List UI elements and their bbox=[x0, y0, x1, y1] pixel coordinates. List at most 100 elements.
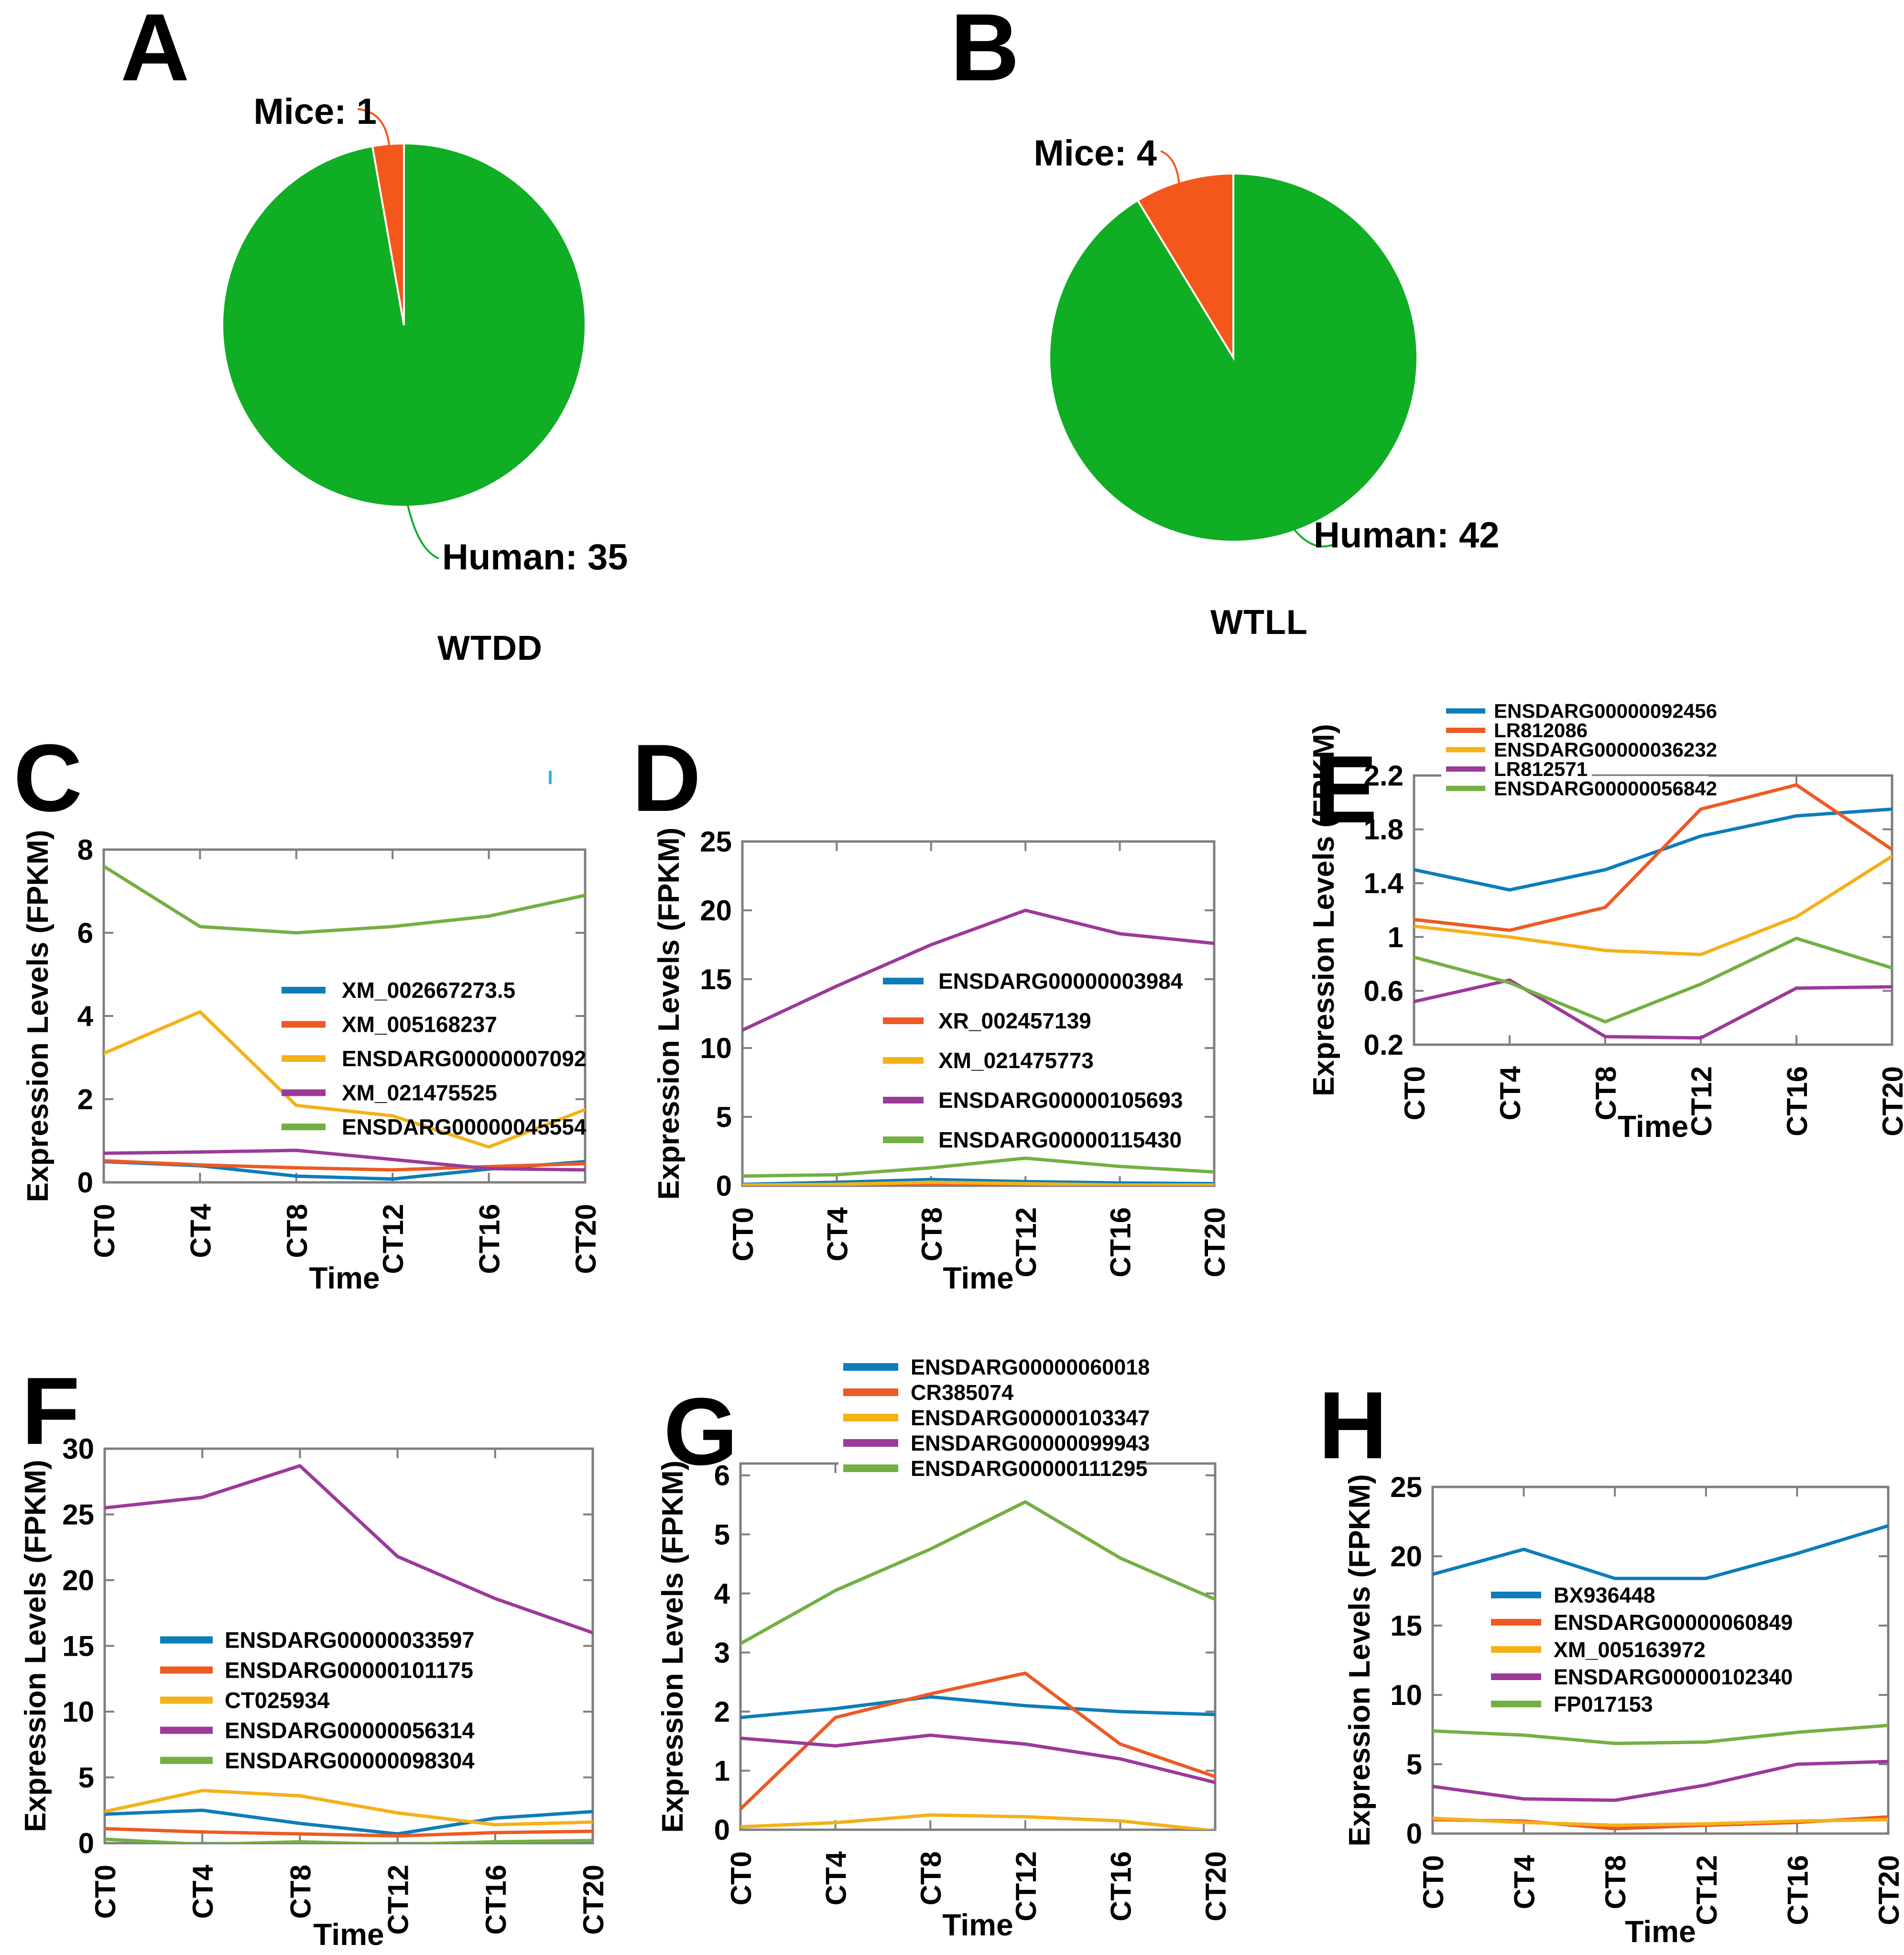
y-tick-label: 30 bbox=[62, 1433, 94, 1465]
y-tick-label: 6 bbox=[77, 917, 93, 949]
y-axis-title: Expression Levels (FPKM) bbox=[653, 828, 685, 1200]
legend-item-label: XR_002457139 bbox=[938, 1008, 1091, 1033]
panel-letter-f: F bbox=[22, 1358, 80, 1464]
x-tick-label: CT4 bbox=[1509, 1855, 1541, 1909]
legend-item-label: ENSDARG00000105693 bbox=[938, 1088, 1183, 1113]
y-tick-label: 0.2 bbox=[1364, 1029, 1404, 1061]
panel-letter-b: B bbox=[950, 0, 1020, 101]
series-line-CR385074 bbox=[740, 1671, 1215, 1811]
y-tick-label: 10 bbox=[700, 1032, 732, 1064]
legend-item-bg bbox=[1441, 775, 1708, 801]
series-line-ENSDARG00000056842 bbox=[1414, 937, 1892, 1024]
panel-letter-a: A bbox=[120, 0, 190, 101]
panel-letter-h: H bbox=[1318, 1372, 1388, 1479]
y-axis-title: Expression Levels (FPKM) bbox=[22, 830, 54, 1202]
y-tick-label: 2 bbox=[714, 1696, 730, 1728]
series-lines bbox=[1433, 1524, 1888, 1831]
x-tick-label: CT4 bbox=[821, 1207, 853, 1261]
panel-H-chart: 0 5 10 15 20 25 CT0 CT4 CT8 CT12 CT16 CT20 Expressio… bbox=[1343, 1471, 1904, 1949]
y-tick-label: 0 bbox=[1406, 1818, 1422, 1850]
series-line-CT025934 bbox=[105, 1789, 593, 1826]
x-axis-title: Time bbox=[309, 1261, 380, 1295]
x-tick-label: CT20 bbox=[1873, 1855, 1904, 1925]
y-axis-title: Expression Levels (FPKM) bbox=[1343, 1474, 1376, 1846]
y-tick-label: 6 bbox=[714, 1460, 730, 1492]
legend-item-label: ENSDARG00000060018 bbox=[911, 1355, 1150, 1379]
panel-F-chart: 0 5 10 15 20 25 30 CT0 CT4 CT8 CT12 CT16 CT20 Express… bbox=[19, 1433, 609, 1952]
x-axis-title: Time bbox=[1618, 1109, 1688, 1144]
y-tick-label: 25 bbox=[1390, 1471, 1422, 1503]
x-tick-label: CT0 bbox=[88, 1204, 120, 1258]
y-tick-label: 10 bbox=[1390, 1679, 1422, 1711]
y-tick-label: 10 bbox=[62, 1696, 94, 1728]
legend: ENSDARG00000033597 ENSDARG00000101175 CT02… bbox=[160, 1627, 475, 1773]
y-tick-label: 0 bbox=[78, 1827, 94, 1859]
y-tick-label: 2 bbox=[77, 1083, 93, 1115]
human-leader-line bbox=[406, 502, 439, 559]
x-tick-label: CT20 bbox=[1200, 1851, 1232, 1922]
legend-item-label: ENSDARG00000003984 bbox=[938, 969, 1183, 994]
legend-item-label: ENSDARG00000056314 bbox=[225, 1717, 475, 1743]
pie-wtdd bbox=[221, 108, 587, 559]
plot-border bbox=[739, 1462, 1217, 1831]
series-line-XM_021475525 bbox=[104, 1148, 585, 1172]
y-tick-label: 5 bbox=[1406, 1748, 1422, 1780]
x-tick-label: CT16 bbox=[474, 1204, 506, 1274]
panel-letter-e: E bbox=[1314, 736, 1378, 843]
pie-a-caption: WTDD bbox=[437, 629, 543, 667]
y-tick-label: 8 bbox=[77, 834, 93, 866]
legend-item-label: ENSDARG00000101175 bbox=[225, 1657, 473, 1682]
x-tick-label: CT12 bbox=[382, 1865, 414, 1935]
panel-letter-c: C bbox=[13, 725, 83, 831]
series-line-ENSDARG00000036232 bbox=[1414, 854, 1892, 956]
x-tick-label: CT16 bbox=[1781, 1066, 1813, 1136]
legend: ENSDARG00000003984 XR_002457139 XM_0214757… bbox=[883, 969, 1183, 1152]
pie-a-mice-label: Mice: 1 bbox=[253, 91, 377, 132]
y-tick-label: 0 bbox=[714, 1814, 730, 1846]
pie-b-mice-label: Mice: 4 bbox=[1034, 133, 1157, 174]
mice-leader-line bbox=[1160, 150, 1181, 201]
y-tick-label: 20 bbox=[1390, 1540, 1422, 1573]
series-line-ENSDARG00000099943 bbox=[740, 1733, 1215, 1784]
legend: ENSDARG00000092456LR812086ENSDARG0000003… bbox=[1441, 698, 1717, 801]
y-tick-label: 5 bbox=[716, 1101, 732, 1133]
panel-letter-d: D bbox=[632, 725, 701, 831]
panel-C-chart: 0 2 4 6 8 CT0 CT4 CT8 CT12 CT16 CT20 Expression Lev… bbox=[22, 830, 602, 1295]
series-line-ENSDARG00000111295 bbox=[740, 1500, 1215, 1646]
legend-item-label: XM_021475773 bbox=[938, 1048, 1094, 1073]
x-tick-label: CT8 bbox=[916, 1207, 948, 1261]
x-axis-title: Time bbox=[943, 1261, 1013, 1295]
legend-item-label: ENSDARG00000098304 bbox=[225, 1747, 475, 1773]
pie-b-caption: WTLL bbox=[1210, 603, 1308, 642]
legend-item-label: ENSDARG00000033597 bbox=[225, 1627, 475, 1652]
x-tick-label: CT12 bbox=[377, 1204, 409, 1274]
legend-item-label: ENSDARG00000099943 bbox=[911, 1431, 1150, 1455]
mice-leader-line bbox=[357, 108, 390, 146]
panel-letter-g: G bbox=[664, 1378, 738, 1485]
y-tick-label: 25 bbox=[62, 1499, 94, 1531]
pie-wtll bbox=[1048, 150, 1418, 547]
series-line-XR_002457139 bbox=[816, 1182, 1214, 1186]
pie-b-human-label: Human: 42 bbox=[1314, 515, 1500, 556]
x-tick-label: CT12 bbox=[1010, 1851, 1042, 1922]
panel-E-chart: 0.2 0.6 1 1.4 1.8 2.2 CT0 CT4 CT8 CT12 CT16 CT20 Exp… bbox=[1307, 698, 1904, 1144]
x-tick-label: CT20 bbox=[1877, 1066, 1904, 1136]
legend-item-label: XM_002667273.5 bbox=[342, 978, 515, 1003]
y-tick-label: 1.8 bbox=[1364, 814, 1404, 846]
legend-item-label: ENSDARG00000115430 bbox=[938, 1127, 1182, 1152]
x-tick-label: CT4 bbox=[1494, 1066, 1526, 1120]
human-leader-line bbox=[1290, 524, 1335, 547]
x-tick-label: CT16 bbox=[1105, 1851, 1137, 1922]
legend: BX936448 ENSDARG00000060849 XM_005163972 EN… bbox=[1491, 1583, 1793, 1716]
y-tick-label: 1.4 bbox=[1364, 867, 1404, 899]
legend: XM_002667273.5 XM_005168237 ENSDARG0000000… bbox=[282, 978, 587, 1139]
x-tick-label: CT16 bbox=[1105, 1207, 1137, 1278]
y-tick-label: 0 bbox=[77, 1167, 93, 1199]
y-tick-label: 15 bbox=[700, 963, 732, 995]
y-tick-label: 3 bbox=[714, 1637, 730, 1669]
series-lines bbox=[742, 908, 1214, 1186]
y-tick-label: 1 bbox=[1388, 921, 1404, 953]
legend-item-label: XM_005163972 bbox=[1554, 1638, 1706, 1662]
legend-item-label: ENSDARG00000111295 bbox=[911, 1456, 1147, 1481]
